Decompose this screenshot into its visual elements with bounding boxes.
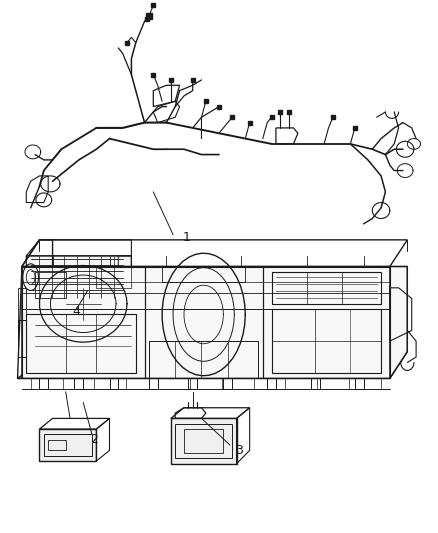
Polygon shape	[39, 429, 96, 461]
Text: 2: 2	[90, 433, 98, 446]
Polygon shape	[171, 418, 237, 464]
Text: 4: 4	[73, 305, 81, 318]
Polygon shape	[18, 266, 407, 378]
Polygon shape	[26, 256, 131, 298]
Text: 3: 3	[235, 444, 243, 457]
Text: 1: 1	[182, 231, 190, 244]
